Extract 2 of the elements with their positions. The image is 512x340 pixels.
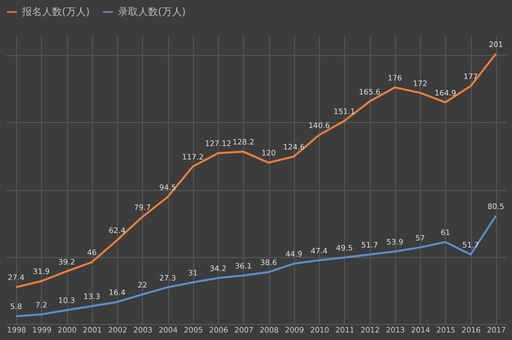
legend-label: 报名人数(万人)	[21, 6, 90, 18]
legend-label: 录取人数(万人)	[118, 7, 186, 18]
